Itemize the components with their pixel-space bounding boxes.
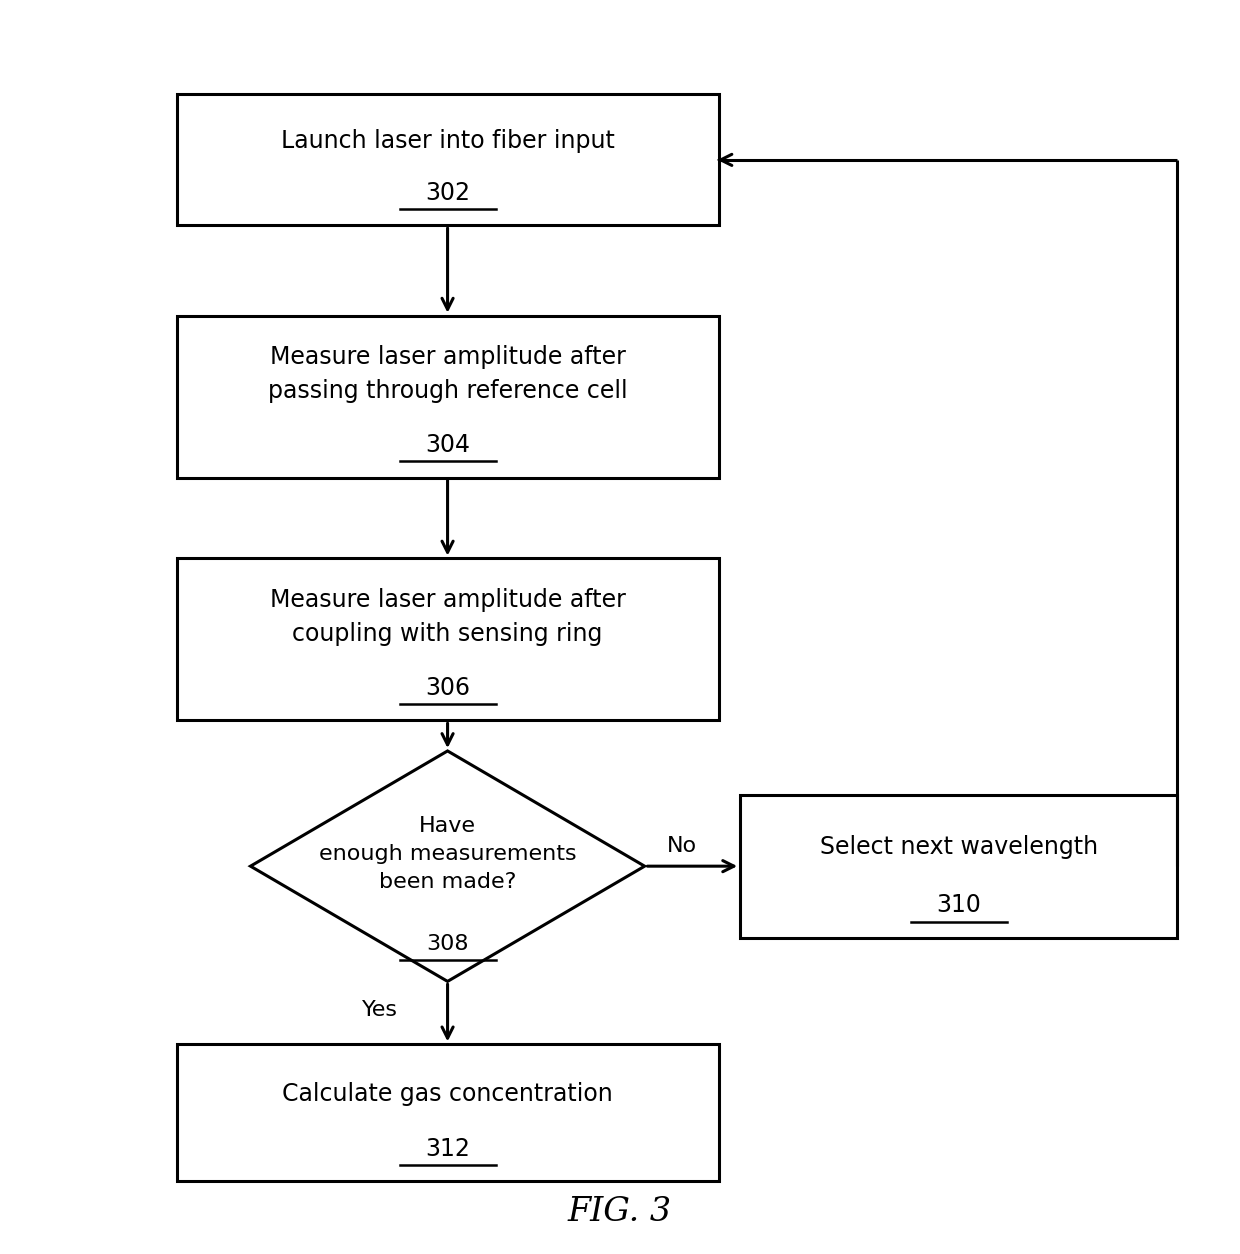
Text: Measure laser amplitude after
passing through reference cell: Measure laser amplitude after passing th… (268, 345, 627, 403)
Text: FIG. 3: FIG. 3 (568, 1196, 672, 1229)
Text: Have
enough measurements
been made?: Have enough measurements been made? (319, 815, 577, 892)
FancyBboxPatch shape (176, 1045, 718, 1181)
Text: 312: 312 (425, 1137, 470, 1161)
Text: Select next wavelength: Select next wavelength (820, 835, 1097, 859)
Text: 308: 308 (427, 934, 469, 954)
Text: 302: 302 (425, 181, 470, 204)
Text: Calculate gas concentration: Calculate gas concentration (283, 1082, 613, 1106)
Polygon shape (250, 751, 645, 982)
Text: No: No (667, 836, 697, 856)
Text: 310: 310 (936, 893, 981, 918)
FancyBboxPatch shape (740, 795, 1177, 938)
Text: Launch laser into fiber input: Launch laser into fiber input (280, 129, 615, 153)
Text: Measure laser amplitude after
coupling with sensing ring: Measure laser amplitude after coupling w… (269, 588, 625, 646)
Text: Yes: Yes (362, 1001, 398, 1020)
Text: 304: 304 (425, 433, 470, 458)
FancyBboxPatch shape (176, 94, 718, 226)
Text: 306: 306 (425, 676, 470, 700)
FancyBboxPatch shape (176, 316, 718, 478)
FancyBboxPatch shape (176, 558, 718, 721)
